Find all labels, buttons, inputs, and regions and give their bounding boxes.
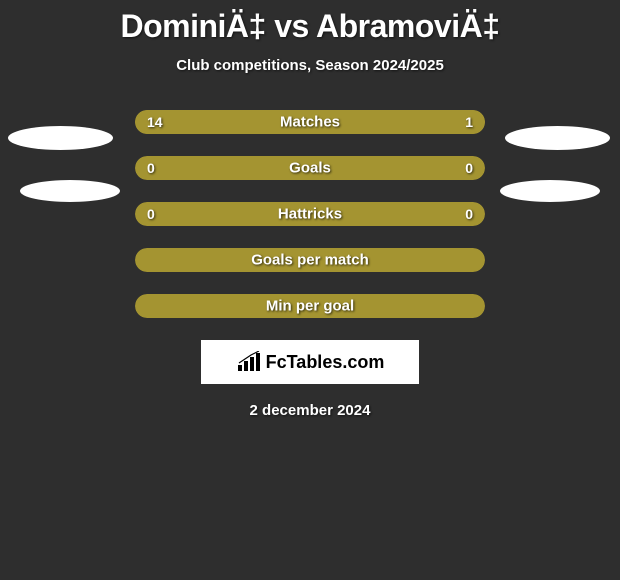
stat-row-mpg: Min per goal bbox=[135, 294, 485, 318]
bar-left bbox=[135, 110, 462, 134]
value-left: 14 bbox=[147, 114, 163, 130]
player-right-photo-1 bbox=[505, 126, 610, 150]
bar-full bbox=[135, 294, 485, 318]
bar-full bbox=[135, 156, 485, 180]
player-right-photo-2 bbox=[500, 180, 600, 202]
stat-row-matches: 14 Matches 1 bbox=[135, 110, 485, 134]
value-left: 0 bbox=[147, 160, 155, 176]
player-left-photo-1 bbox=[8, 126, 113, 150]
value-right: 0 bbox=[465, 160, 473, 176]
bar-full bbox=[135, 248, 485, 272]
stat-row-goals: 0 Goals 0 bbox=[135, 156, 485, 180]
value-right: 1 bbox=[465, 114, 473, 130]
value-right: 0 bbox=[465, 206, 473, 222]
bar-full bbox=[135, 202, 485, 226]
page-subtitle: Club competitions, Season 2024/2025 bbox=[0, 57, 620, 74]
date-text: 2 december 2024 bbox=[0, 402, 620, 419]
stat-row-gpm: Goals per match bbox=[135, 248, 485, 272]
brand-chart-icon bbox=[236, 351, 262, 373]
brand-box: FcTables.com bbox=[201, 340, 419, 384]
page-title: DominiÄ‡ vs AbramoviÄ‡ bbox=[0, 0, 620, 45]
player-left-photo-2 bbox=[20, 180, 120, 202]
value-left: 0 bbox=[147, 206, 155, 222]
stat-row-hattricks: 0 Hattricks 0 bbox=[135, 202, 485, 226]
brand-text: FcTables.com bbox=[266, 352, 385, 373]
